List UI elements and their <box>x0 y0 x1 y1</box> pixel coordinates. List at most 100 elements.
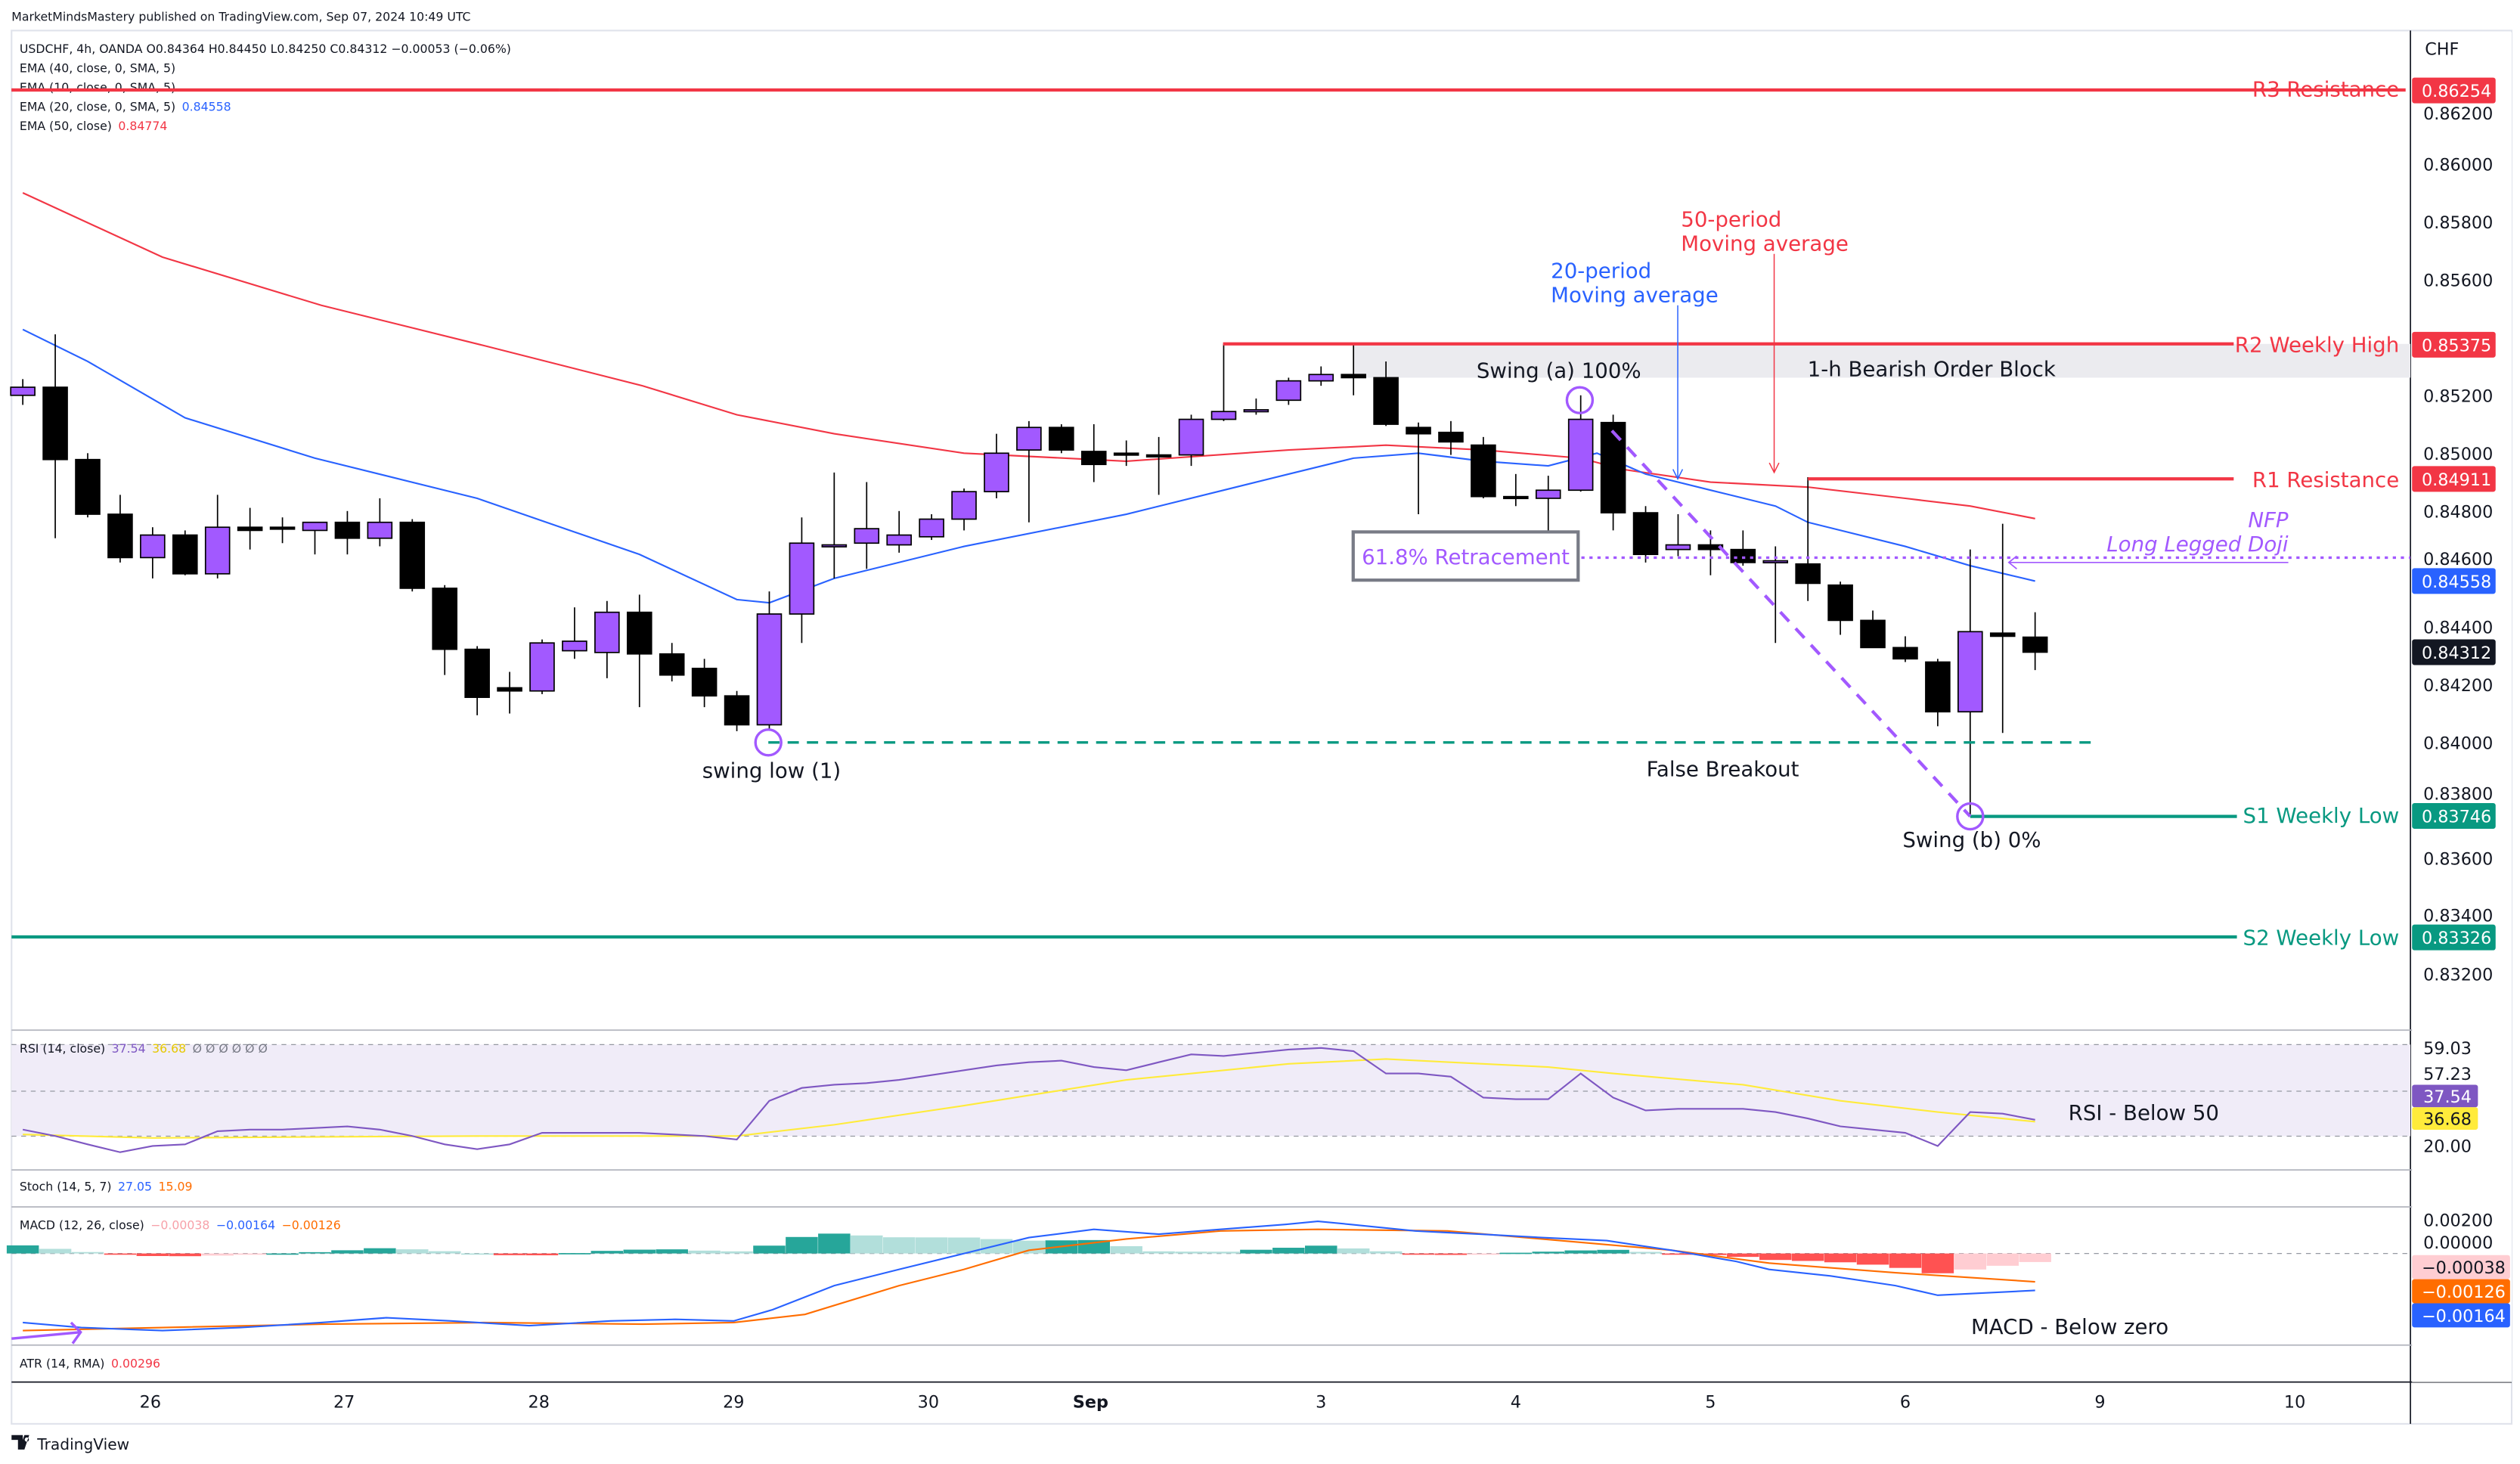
candle-body <box>497 687 522 692</box>
candle-body <box>919 518 944 538</box>
price-axis-tick: 0.83800 <box>2423 785 2493 805</box>
time-axis-label: 6 <box>1900 1393 1911 1413</box>
macd-histogram-bar <box>1272 1248 1305 1254</box>
macd-histogram-bar <box>753 1245 786 1254</box>
candle <box>919 514 944 541</box>
fibonacci-trend-line[interactable] <box>1610 430 1972 818</box>
indicator-plots <box>22 1047 2035 1332</box>
macd-histogram-bar <box>266 1253 299 1255</box>
ema40-legend[interactable]: EMA (40, close, 0, SMA, 5) <box>20 61 175 76</box>
macd-legend[interactable]: MACD (12, 26, close) −0.00038 −0.00164 −0.0… <box>20 1218 341 1233</box>
rsi-value-badge-text: 37.54 <box>2423 1087 2472 1107</box>
tradingview-logo[interactable]: TradingView <box>11 1435 129 1453</box>
candle <box>1925 659 1951 727</box>
time-axis[interactable]: 26 27 28 29 30 Sep 3 4 5 6 9 10 <box>140 1393 2306 1413</box>
candle-body <box>594 611 620 653</box>
price-axis-tick: 0.86000 <box>2423 155 2493 175</box>
candle <box>789 517 815 644</box>
macd-histogram-bar <box>1532 1252 1565 1254</box>
time-axis-label: 4 <box>1511 1393 1521 1413</box>
candle <box>854 482 880 569</box>
price-badge-r2 <box>2412 331 2496 358</box>
long-legged-doji-label: Long Legged Doji <box>2106 532 2289 557</box>
macd-histogram-bar <box>6 1245 39 1254</box>
atr-legend[interactable]: ATR (14, RMA) 0.00296 <box>20 1356 160 1370</box>
price-badge-r3-text: 0.86254 <box>2422 82 2491 101</box>
candle-body <box>1080 451 1107 466</box>
price-axis-tick: 0.85200 <box>2423 386 2493 406</box>
ema10-legend[interactable]: EMA (10, close, 0, SMA, 5) <box>20 80 175 95</box>
candle <box>1471 436 1496 498</box>
retracement-box[interactable] <box>1351 530 1580 582</box>
candle-body <box>1535 489 1561 499</box>
macd-histogram-bar <box>1662 1253 1694 1255</box>
candle-body <box>529 642 555 692</box>
price-axis[interactable] <box>2412 32 2512 1382</box>
stoch-legend[interactable]: Stoch (14, 5, 7) 27.05 15.09 <box>20 1180 193 1194</box>
macd-histogram-bar <box>1110 1245 1142 1254</box>
macd-histogram-bar <box>1175 1252 1207 1254</box>
swing-a-circle-marker[interactable] <box>1565 386 1595 414</box>
rsi-legend[interactable]: RSI (14, close) 37.54 36.68 Ø Ø Ø Ø Ø Ø <box>20 1041 268 1056</box>
rsi-signal-line <box>23 1058 2035 1139</box>
candle <box>1957 549 1983 816</box>
candle <box>1665 514 1691 557</box>
macd-histogram-bar <box>428 1251 461 1254</box>
macd-histogram-bar <box>234 1253 266 1255</box>
swing-b-circle-marker[interactable] <box>1956 802 1985 831</box>
rsi-line <box>22 1047 2035 1153</box>
ema20-legend[interactable]: EMA (20, close, 0, SMA, 5) 0.84558 <box>20 100 231 114</box>
candle <box>1567 395 1594 492</box>
symbol-ohlc-legend[interactable]: USDCHF, 4h, OANDA O0.84364 H0.84450 L0.8… <box>20 42 511 56</box>
candle <box>497 672 522 714</box>
time-axis-label: 30 <box>918 1393 939 1413</box>
macd-histogram-bar <box>656 1249 688 1254</box>
time-axis-label: Sep <box>1073 1393 1108 1413</box>
macd-histogram-bar <box>396 1249 429 1254</box>
macd-histogram-bar <box>1434 1253 1468 1255</box>
candle-body <box>789 542 815 615</box>
ema50-legend-label: EMA (50, close) <box>20 119 112 133</box>
candle-body <box>302 521 328 532</box>
macd-histogram-bar <box>299 1252 331 1254</box>
swing-low-circle-marker[interactable] <box>754 728 783 757</box>
macd-histogram-bar <box>1305 1245 1337 1254</box>
rsi-axis-tick: 59.03 <box>2423 1039 2472 1059</box>
time-axis-label: 27 <box>333 1393 355 1413</box>
candle-body <box>1925 661 1951 713</box>
price-axis-tick: 0.84600 <box>2423 550 2493 569</box>
candle <box>1632 506 1659 563</box>
macd-pointer-arrow[interactable] <box>11 1331 81 1340</box>
candle <box>75 453 101 518</box>
candle-body <box>1567 418 1594 492</box>
candle <box>42 334 68 538</box>
candle <box>821 472 848 578</box>
candle <box>1308 366 1334 386</box>
candle <box>1503 473 1529 507</box>
ma20-label-line1: 20-period <box>1551 259 1651 284</box>
rsi-value-badge <box>2412 1084 2478 1108</box>
macd-histogram-bar <box>947 1237 981 1254</box>
candle-body <box>1049 426 1074 451</box>
time-axis-label: 26 <box>140 1393 161 1413</box>
candle-body <box>1827 584 1853 622</box>
macd-histogram-bar <box>1012 1240 1046 1254</box>
candle <box>1406 422 1431 515</box>
candle-body <box>1795 563 1821 585</box>
candle <box>1113 440 1139 467</box>
macd-histogram-bar <box>1240 1249 1272 1254</box>
candle-body <box>1762 560 1789 563</box>
macd-histogram-bar <box>1564 1250 1597 1254</box>
candle <box>1080 424 1107 482</box>
ema50-legend[interactable]: EMA (50, close) 0.84774 <box>20 119 168 133</box>
currency-label[interactable]: CHF <box>2425 39 2459 59</box>
ma20-arrowhead-icon <box>1672 469 1684 480</box>
price-badge-ema20-text: 0.84558 <box>2422 572 2491 592</box>
macd-histogram-bar <box>1986 1253 2019 1266</box>
price-axis-tick: 0.84400 <box>2423 618 2493 637</box>
candle <box>172 530 198 575</box>
price-axis-tick: 0.83400 <box>2423 906 2493 926</box>
bearish-order-block[interactable] <box>1353 343 2411 378</box>
r1-resistance-label: R1 Resistance <box>2252 467 2399 492</box>
